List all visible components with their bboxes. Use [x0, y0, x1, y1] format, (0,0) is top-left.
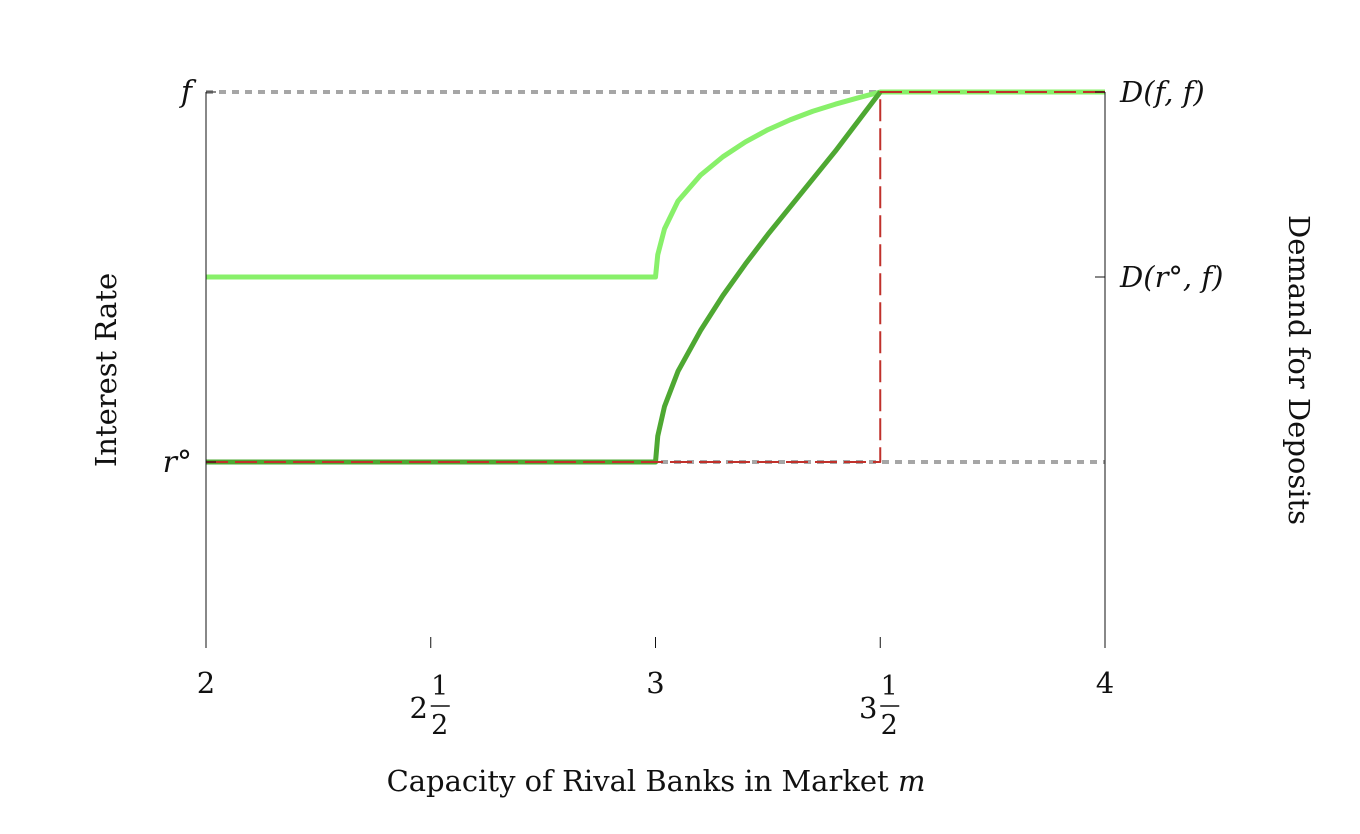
x-tick-numerator-3: 1 — [881, 671, 898, 702]
y-tick-label-left-1: r° — [163, 445, 192, 480]
x-tick-denominator-3: 2 — [881, 710, 898, 741]
x-tick-label-1: 2 — [410, 691, 428, 725]
y-axis-label-right: Demand for Deposits — [1282, 215, 1316, 525]
x-tick-numerator-1: 1 — [431, 671, 448, 702]
series-line-0 — [206, 89, 1105, 280]
x-tick-denominator-1: 2 — [431, 710, 448, 741]
y-tick-label-left-0: f — [179, 75, 197, 110]
y-axis-label-left: Interest Rate — [89, 273, 123, 467]
x-tick-label-2: 3 — [646, 666, 664, 700]
x-axis-label: Capacity of Rival Banks in Market m — [387, 764, 926, 798]
x-tick-label-0: 2 — [197, 666, 215, 700]
series-line-2 — [206, 91, 1105, 463]
axes — [205, 92, 1106, 647]
x-tick-label-3: 3 — [859, 691, 877, 725]
y-tick-label-right-0: D(f, f) — [1119, 75, 1205, 109]
series-line-1 — [206, 90, 883, 465]
x-tick-label-4: 4 — [1096, 666, 1114, 700]
series-group — [206, 89, 1105, 465]
y-tick-label-right-1: D(r°, f) — [1119, 260, 1223, 294]
